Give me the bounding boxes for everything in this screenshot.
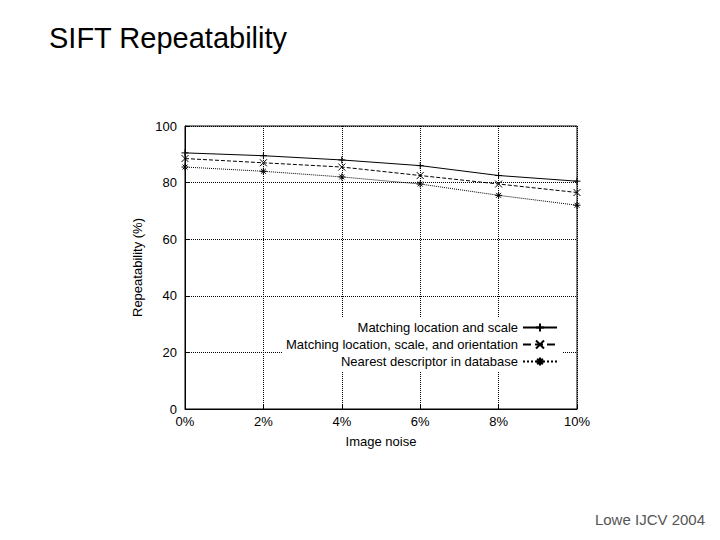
svg-text:80: 80 <box>163 175 177 190</box>
svg-text:0: 0 <box>169 401 177 417</box>
svg-text:6%: 6% <box>411 414 430 429</box>
svg-text:Lowe IJCV 2004: Lowe IJCV 2004 <box>595 511 705 528</box>
svg-text:20: 20 <box>163 345 177 360</box>
svg-text:10%: 10% <box>564 414 590 429</box>
svg-text:100: 100 <box>155 119 177 134</box>
svg-text:Repeatability (%): Repeatability (%) <box>130 218 145 317</box>
svg-text:8%: 8% <box>489 414 508 429</box>
svg-text:Matching location and scale: Matching location and scale <box>358 320 518 335</box>
svg-text:SIFT Repeatability: SIFT Repeatability <box>49 22 288 54</box>
svg-text:Matching location, scale, and: Matching location, scale, and orientatio… <box>286 337 518 352</box>
svg-text:2%: 2% <box>254 414 273 429</box>
svg-text:Nearest descriptor in database: Nearest descriptor in database <box>341 354 518 369</box>
svg-text:4%: 4% <box>332 414 351 429</box>
svg-text:0%: 0% <box>176 414 195 429</box>
svg-text:Image noise: Image noise <box>346 434 417 449</box>
svg-text:40: 40 <box>163 288 177 303</box>
svg-text:60: 60 <box>163 232 177 247</box>
